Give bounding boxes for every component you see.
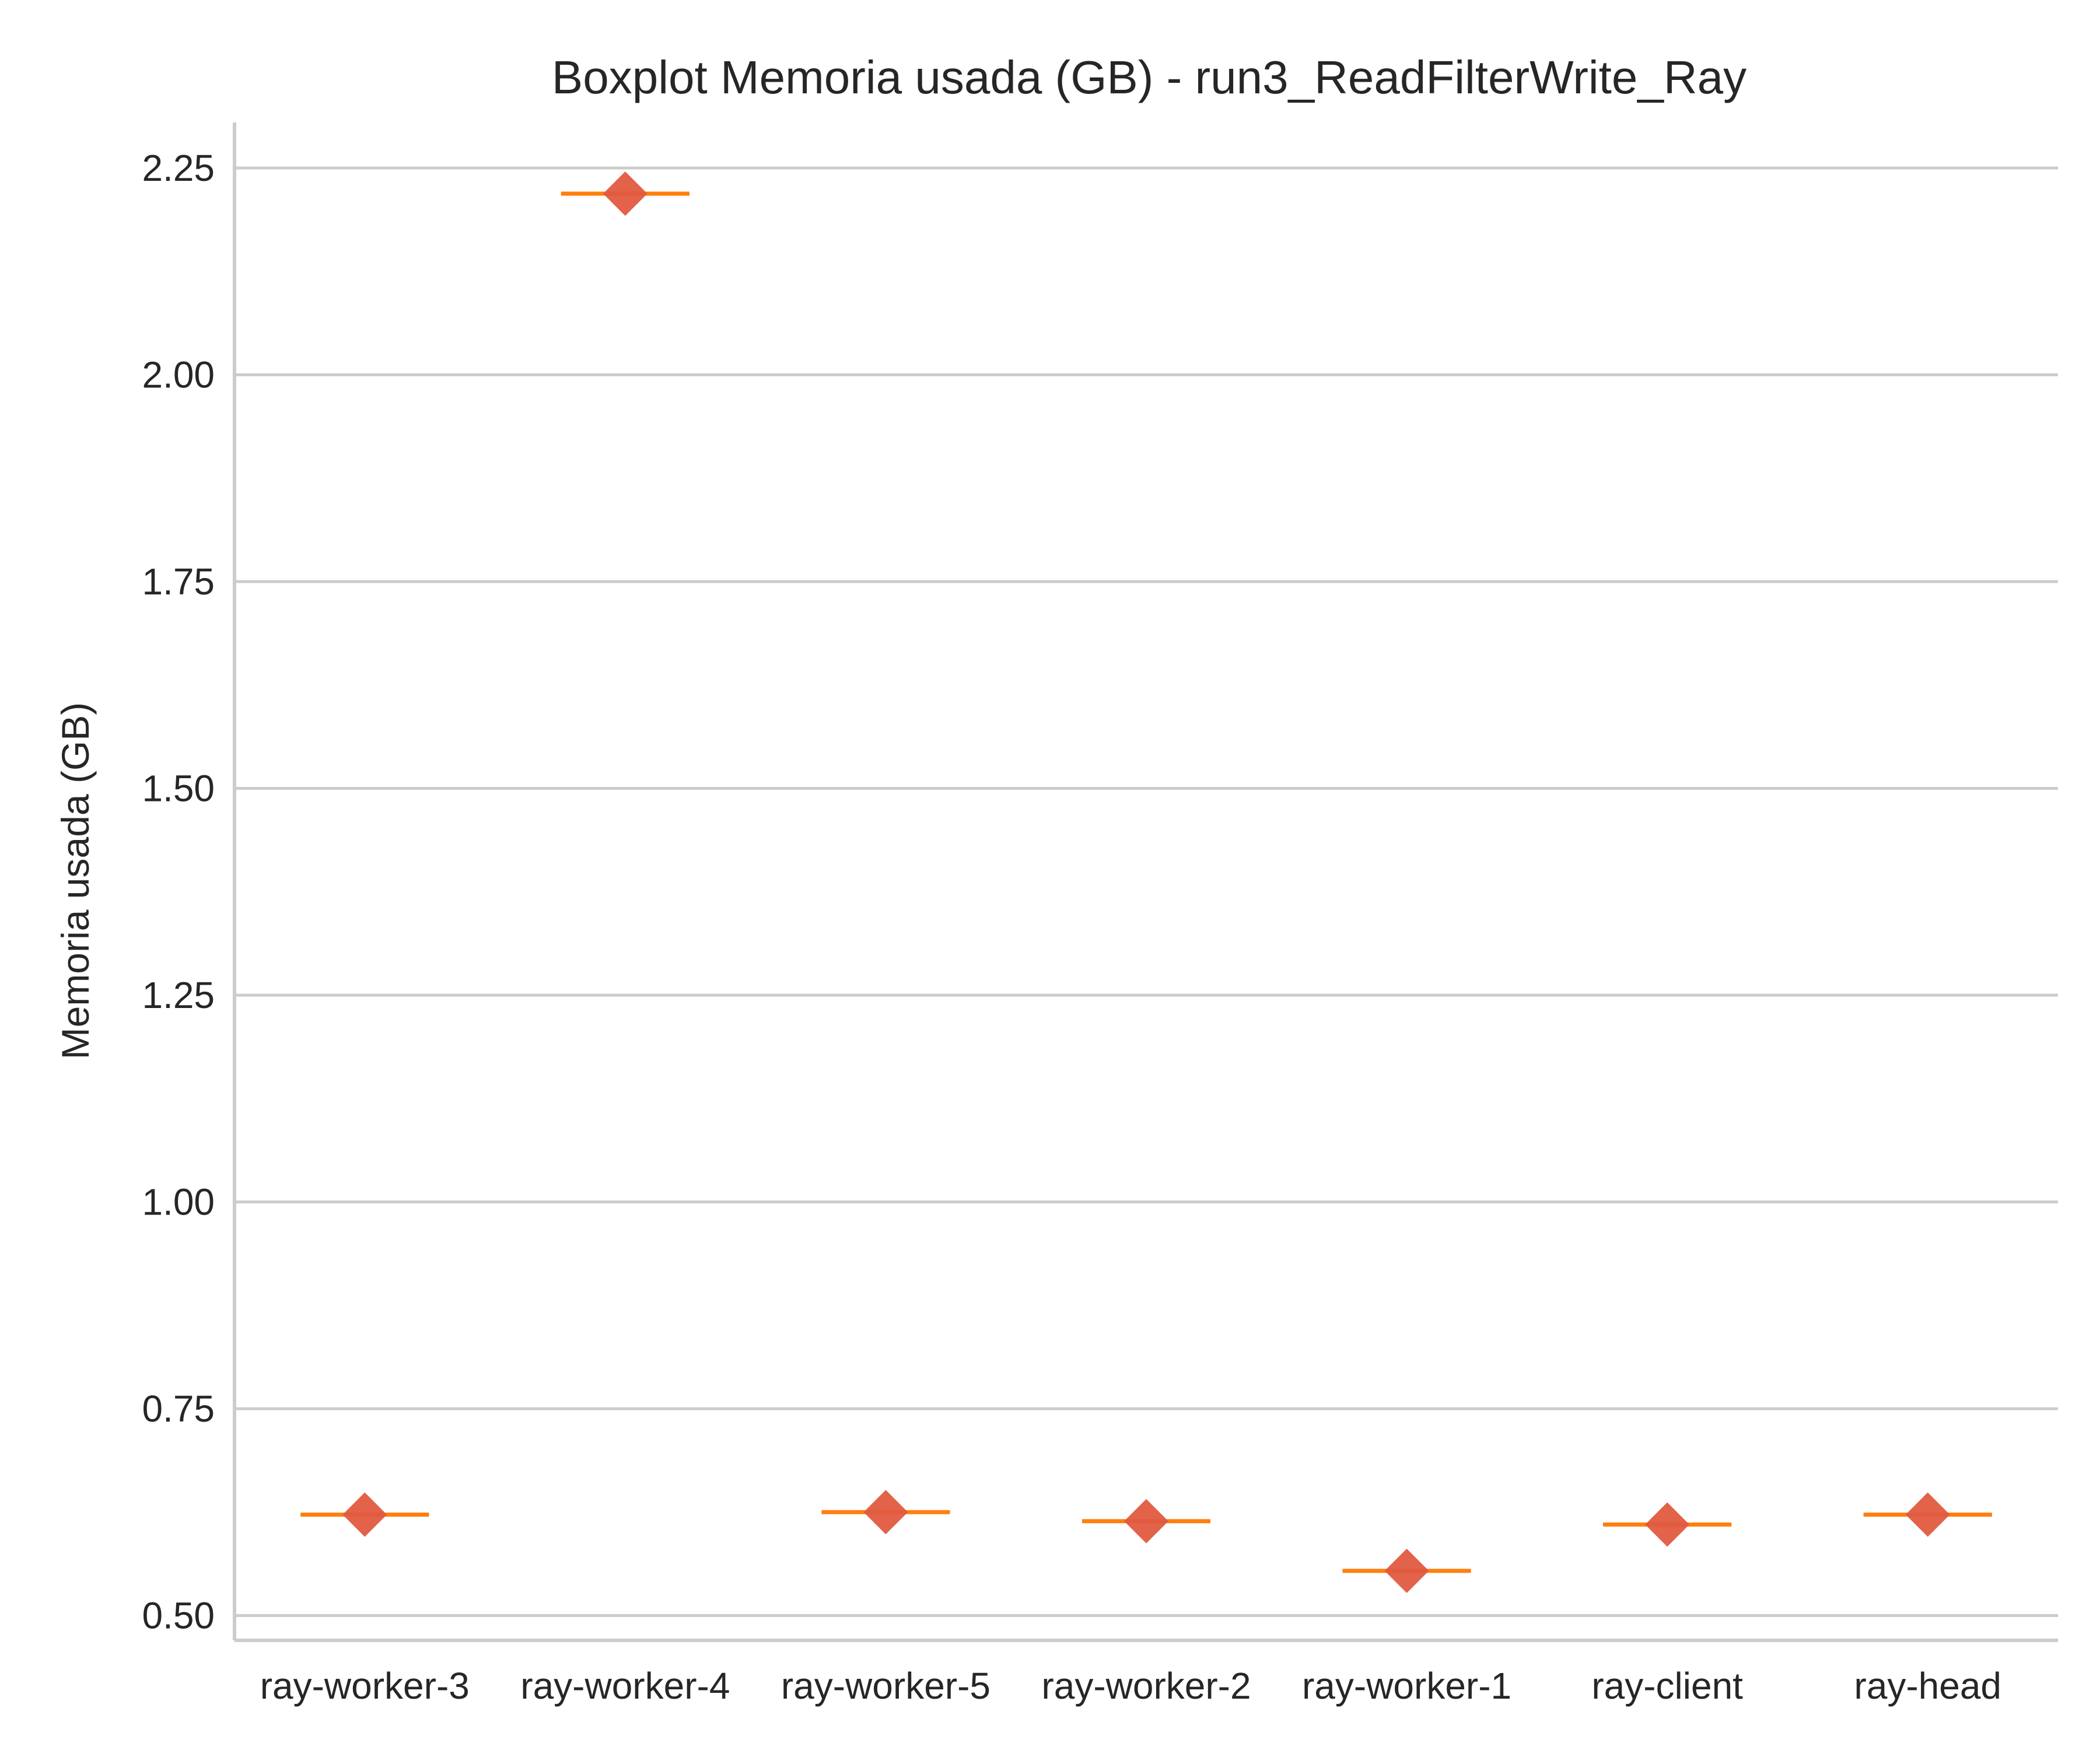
box-ray-worker-1 [1342, 1548, 1471, 1593]
x-tick-label: ray-worker-5 [781, 1665, 991, 1707]
x-tick-label: ray-worker-3 [260, 1665, 470, 1707]
box-ray-worker-4 [561, 171, 690, 216]
chart-title: Boxplot Memoria usada (GB) - run3_ReadFi… [552, 51, 1746, 103]
x-tick-label: ray-client [1591, 1665, 1743, 1707]
mean-marker [342, 1492, 387, 1537]
boxes [300, 171, 1992, 1593]
box-ray-head [1863, 1492, 1992, 1537]
x-tick-label: ray-worker-2 [1041, 1665, 1251, 1707]
box-ray-worker-2 [1082, 1499, 1210, 1544]
y-tick-label: 2.00 [142, 354, 215, 396]
y-tick-label: 2.25 [142, 147, 215, 189]
box-ray-client [1603, 1502, 1732, 1547]
mean-marker [1645, 1502, 1690, 1547]
box-ray-worker-3 [300, 1492, 429, 1537]
x-tick-label: ray-worker-4 [520, 1665, 730, 1707]
mean-marker [863, 1490, 908, 1535]
y-tick-label: 1.50 [142, 767, 215, 809]
y-tick-label: 1.00 [142, 1181, 215, 1223]
mean-marker [603, 171, 648, 216]
y-tick-label: 0.50 [142, 1594, 215, 1636]
y-tick-label: 0.75 [142, 1388, 215, 1430]
x-tick-label: ray-head [1854, 1665, 2001, 1707]
y-tick-label: 1.25 [142, 974, 215, 1016]
x-tick-label: ray-worker-1 [1302, 1665, 1511, 1707]
mean-marker [1905, 1492, 1950, 1537]
y-axis-ticks: 0.50 0.75 1.00 1.25 1.50 1.75 2.00 2.25 [142, 147, 215, 1636]
x-axis-ticks: ray-worker-3 ray-worker-4 ray-worker-5 ray-… [260, 1665, 2001, 1707]
y-axis-label: Memoria usada (GB) [54, 702, 97, 1060]
box-ray-worker-5 [821, 1490, 950, 1535]
y-tick-label: 1.75 [142, 561, 215, 603]
gridlines [235, 166, 2058, 1617]
mean-marker [1124, 1499, 1168, 1544]
mean-marker [1384, 1548, 1429, 1593]
